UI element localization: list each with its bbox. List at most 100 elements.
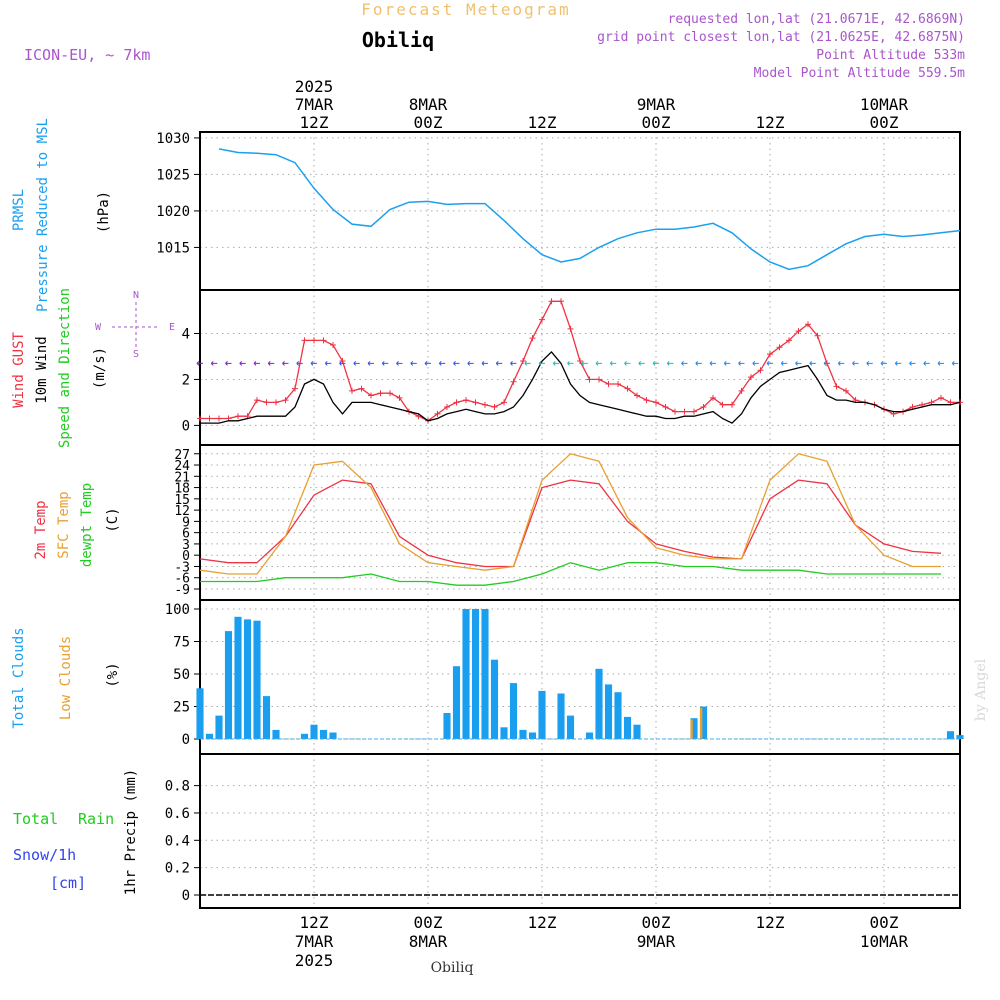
- total-cloud-bar: [699, 706, 708, 739]
- wind-arrow: [267, 360, 275, 366]
- gust-marker: [273, 399, 279, 406]
- top-hour-label: 00Z: [870, 113, 899, 132]
- wind-arrow: [780, 360, 788, 366]
- y-tick-label: -6: [174, 572, 190, 587]
- gust-marker: [567, 325, 574, 332]
- gust-marker: [197, 415, 203, 422]
- y-tick-label: 25: [173, 700, 190, 716]
- bottom-time-label: 12Z: [528, 913, 557, 932]
- precip-side-labels: Total Rain Snow/1h [cm] 1hr Precip (mm): [13, 769, 139, 895]
- t2m-label: 2m Temp: [33, 500, 49, 559]
- y-tick-label: 2: [182, 372, 190, 388]
- gust-marker: [643, 397, 650, 404]
- y-tick-label: 4: [182, 326, 190, 342]
- top-hour-label: 12Z: [756, 113, 785, 132]
- wind-arrow: [923, 360, 930, 366]
- point-altitude: Point Altitude 533m: [816, 48, 965, 63]
- gust-marker: [520, 358, 526, 365]
- total-cloud-bar: [329, 732, 337, 739]
- gust-marker: [729, 401, 735, 408]
- gust-marker: [558, 298, 564, 305]
- gust-marker: [539, 316, 545, 323]
- wind-arrow: [225, 360, 232, 366]
- top-date-label: 10MAR: [860, 95, 909, 114]
- gust-marker: [320, 337, 327, 344]
- wind-arrow: [880, 360, 887, 366]
- gust-marker: [548, 298, 555, 305]
- wind-arrow: [681, 360, 688, 366]
- y-tick-label: 1015: [156, 240, 190, 256]
- wind-arrow: [695, 360, 702, 366]
- total-cloud-bar: [471, 609, 480, 739]
- bottom-time-label: 12Z: [756, 913, 785, 932]
- y-tick-label: 100: [165, 602, 190, 618]
- wind-arrow: [253, 360, 260, 366]
- total-cloud-bar: [956, 735, 964, 739]
- pressure-panel: 1015 1020 1025 1030: [156, 131, 961, 291]
- gust-marker: [833, 383, 840, 390]
- gust-marker: [843, 387, 849, 394]
- gust-marker: [596, 376, 602, 383]
- wind-arrow: [666, 360, 674, 366]
- y-tick-label: 1020: [156, 204, 190, 220]
- low-clouds-label: Low Clouds: [58, 636, 74, 720]
- rain-label: Rain: [78, 810, 114, 828]
- bottom-time-label: 00Z: [870, 913, 899, 932]
- total-cloud-bar: [519, 729, 527, 739]
- gust-marker: [586, 376, 593, 383]
- dewpt-line: [200, 562, 941, 586]
- total-cloud-bar: [946, 731, 955, 739]
- total-cloud-bar: [490, 659, 499, 739]
- pct-label: (%): [105, 662, 121, 687]
- bottom-time-label: 7MAR: [295, 932, 334, 951]
- gust-marker: [453, 399, 460, 406]
- wind-arrow: [852, 360, 859, 366]
- y-tick-label: 1030: [156, 131, 190, 147]
- hpa-label: (hPa): [96, 191, 112, 233]
- precip-panel: 0 0.2 0.4 0.6 0.8: [165, 753, 961, 909]
- gust-marker: [710, 394, 716, 401]
- gust-marker: [491, 404, 498, 411]
- total-cloud-bar: [196, 688, 204, 739]
- gust-marker: [605, 381, 612, 388]
- panel-frame: [199, 753, 961, 909]
- wind-arrow: [823, 360, 830, 366]
- gust-marker: [263, 399, 270, 406]
- total-clouds-label: Total Clouds: [11, 627, 27, 728]
- wind-arrow: [638, 360, 645, 366]
- gust-marker: [767, 351, 773, 358]
- gust-marker: [672, 408, 678, 415]
- total-cloud-bar: [566, 715, 575, 739]
- cm-label: [cm]: [50, 874, 86, 892]
- wind-arrow: [296, 360, 303, 366]
- wind-arrow: [937, 360, 944, 366]
- gridpoint-coords: grid point closest lon,lat (21.0625E, 42…: [597, 30, 965, 45]
- total-cloud-bar: [623, 716, 632, 739]
- gust-marker: [254, 397, 260, 404]
- total-cloud-bar: [604, 684, 613, 739]
- wind-arrow: [495, 360, 503, 366]
- wind-arrow: [795, 360, 802, 366]
- wind-arrow: [210, 360, 218, 366]
- low-cloud-bar: [690, 719, 693, 739]
- total-label: Total: [13, 810, 58, 828]
- c-label: (C): [105, 507, 121, 532]
- total-cloud-bar: [262, 696, 271, 739]
- sfc-label: SFC Temp: [56, 491, 72, 558]
- bottom-time-label: 00Z: [414, 913, 443, 932]
- wind-arrow: [410, 360, 417, 366]
- gust-marker: [463, 397, 469, 404]
- wind-arrow: [367, 360, 374, 366]
- wind-arrow: [866, 360, 873, 366]
- gust-marker: [776, 344, 783, 351]
- gust-marker: [681, 408, 688, 415]
- bottom-time-label: 2025: [295, 951, 334, 970]
- total-cloud-bar: [633, 724, 641, 739]
- compass-n: N: [133, 290, 139, 301]
- wind-arrow: [310, 360, 317, 366]
- t2m-line: [199, 479, 942, 568]
- compass-e: E: [169, 322, 175, 333]
- gust-marker: [282, 397, 289, 404]
- gust-marker: [510, 378, 517, 385]
- footer-location: Obiliq: [431, 960, 474, 976]
